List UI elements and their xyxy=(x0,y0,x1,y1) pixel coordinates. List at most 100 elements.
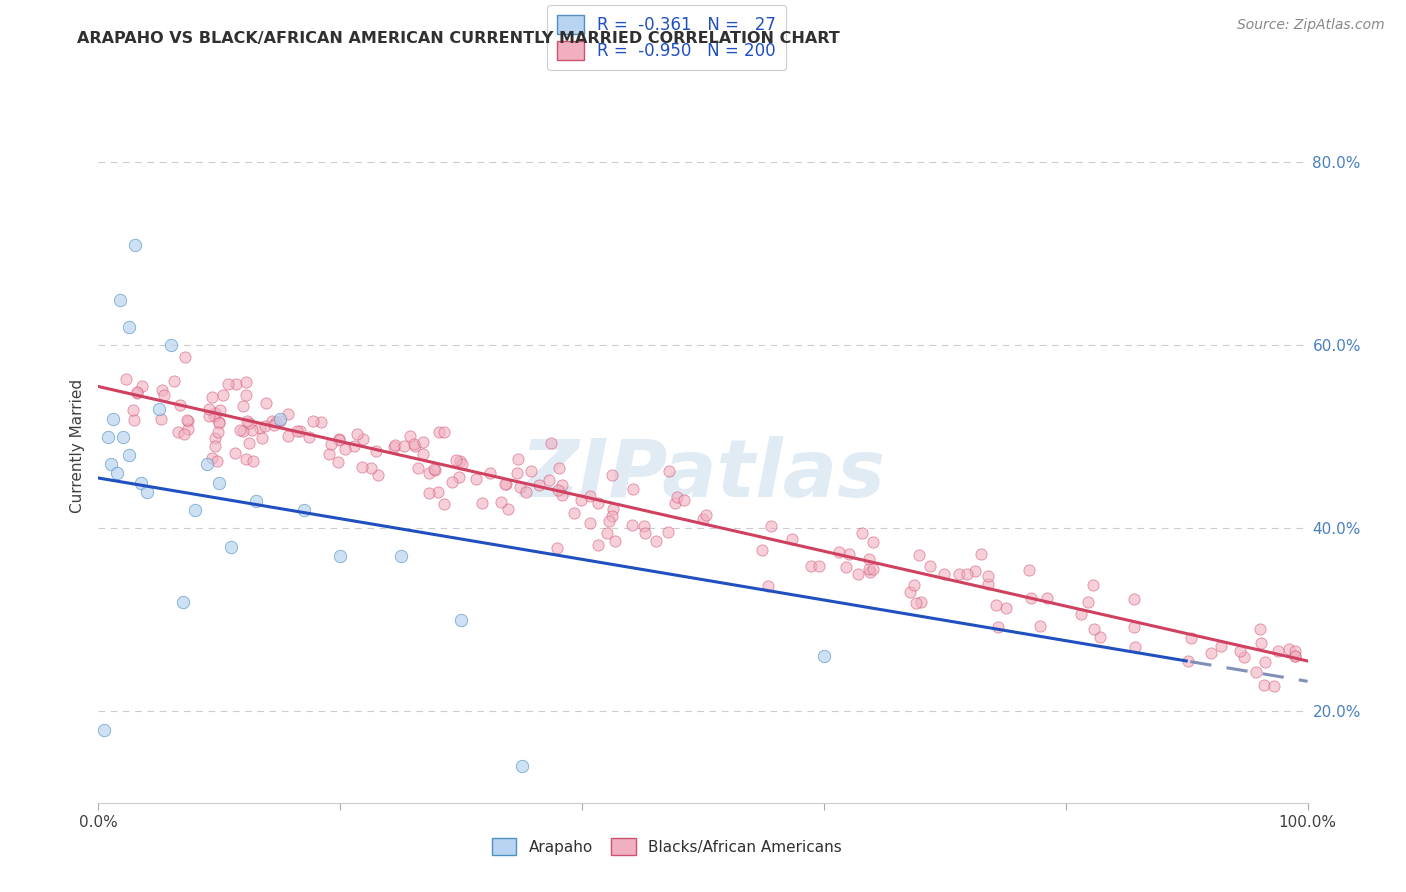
Point xyxy=(288,425,311,439)
Point xyxy=(449,453,471,467)
Point xyxy=(956,566,979,581)
Point xyxy=(197,401,219,416)
Point xyxy=(221,540,243,554)
Point xyxy=(1029,619,1052,633)
Point xyxy=(859,565,882,579)
Point xyxy=(152,388,174,402)
Point xyxy=(292,503,315,517)
Legend: Arapaho, Blacks/African Americans: Arapaho, Blacks/African Americans xyxy=(484,830,849,863)
Point xyxy=(235,414,257,428)
Point xyxy=(1246,665,1268,679)
Point xyxy=(346,426,368,441)
Point xyxy=(229,423,252,437)
Point xyxy=(389,549,412,563)
Point xyxy=(903,578,925,592)
Point xyxy=(360,460,382,475)
Point xyxy=(569,492,592,507)
Point xyxy=(404,437,426,451)
Point xyxy=(984,598,1007,612)
Point xyxy=(328,433,350,447)
Point xyxy=(834,560,856,574)
Point xyxy=(425,463,447,477)
Point xyxy=(235,375,257,389)
Point xyxy=(115,371,138,385)
Point xyxy=(195,458,218,472)
Point xyxy=(238,416,260,430)
Point xyxy=(588,538,610,552)
Point xyxy=(948,566,970,581)
Text: Source: ZipAtlas.com: Source: ZipAtlas.com xyxy=(1237,18,1385,32)
Point xyxy=(433,425,456,440)
Point xyxy=(328,432,350,446)
Point xyxy=(384,440,406,454)
Point xyxy=(800,559,823,574)
Point xyxy=(994,601,1017,615)
Point xyxy=(118,448,141,462)
Point xyxy=(177,414,200,428)
Point xyxy=(264,415,287,429)
Point xyxy=(451,457,474,471)
Point xyxy=(813,649,835,664)
Point xyxy=(1083,622,1105,636)
Text: ARAPAHO VS BLACK/AFRICAN AMERICAN CURRENTLY MARRIED CORRELATION CHART: ARAPAHO VS BLACK/AFRICAN AMERICAN CURREN… xyxy=(77,31,839,46)
Point xyxy=(108,293,131,307)
Point xyxy=(449,469,471,483)
Point xyxy=(97,430,120,444)
Point xyxy=(235,452,257,467)
Point xyxy=(498,502,520,516)
Point xyxy=(596,526,619,541)
Point xyxy=(780,532,803,546)
Point xyxy=(238,436,260,450)
Point xyxy=(1088,630,1111,644)
Point xyxy=(1081,578,1104,592)
Point xyxy=(1284,648,1306,663)
Point xyxy=(605,534,627,549)
Point xyxy=(598,514,620,528)
Point xyxy=(150,383,173,397)
Point xyxy=(149,412,172,426)
Point xyxy=(633,519,655,533)
Point xyxy=(634,525,657,540)
Point xyxy=(302,414,325,428)
Point xyxy=(124,237,146,252)
Point xyxy=(131,379,153,393)
Point xyxy=(176,413,198,427)
Point xyxy=(217,376,239,391)
Point xyxy=(1019,591,1042,605)
Point xyxy=(129,475,152,490)
Point xyxy=(418,485,440,500)
Point xyxy=(588,495,610,509)
Point xyxy=(1211,640,1233,654)
Point xyxy=(418,467,440,481)
Point xyxy=(658,464,681,478)
Point xyxy=(122,403,145,417)
Point xyxy=(858,551,880,566)
Point xyxy=(1253,678,1275,692)
Point xyxy=(465,472,488,486)
Point xyxy=(135,484,157,499)
Point xyxy=(1018,563,1040,577)
Point xyxy=(184,503,207,517)
Point xyxy=(111,430,134,444)
Point xyxy=(232,400,254,414)
Point xyxy=(202,409,225,424)
Point xyxy=(551,488,574,502)
Point xyxy=(205,454,228,468)
Point xyxy=(672,492,695,507)
Point xyxy=(352,460,374,475)
Point xyxy=(1284,648,1306,663)
Point xyxy=(851,526,873,541)
Point xyxy=(987,620,1010,634)
Point xyxy=(204,431,226,445)
Point xyxy=(808,558,831,573)
Point xyxy=(1122,620,1144,634)
Point xyxy=(329,549,352,563)
Point xyxy=(118,320,141,334)
Point xyxy=(505,466,527,480)
Point xyxy=(759,518,782,533)
Point xyxy=(547,461,569,475)
Point xyxy=(1249,622,1271,636)
Point xyxy=(148,402,170,417)
Point xyxy=(827,545,849,559)
Point xyxy=(495,476,517,491)
